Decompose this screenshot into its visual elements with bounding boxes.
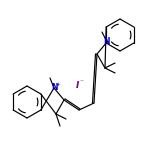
Text: N: N — [51, 83, 57, 93]
Text: ⁻: ⁻ — [79, 78, 83, 86]
Text: +: + — [56, 82, 60, 87]
Text: I: I — [75, 81, 79, 90]
Text: N: N — [104, 38, 110, 47]
